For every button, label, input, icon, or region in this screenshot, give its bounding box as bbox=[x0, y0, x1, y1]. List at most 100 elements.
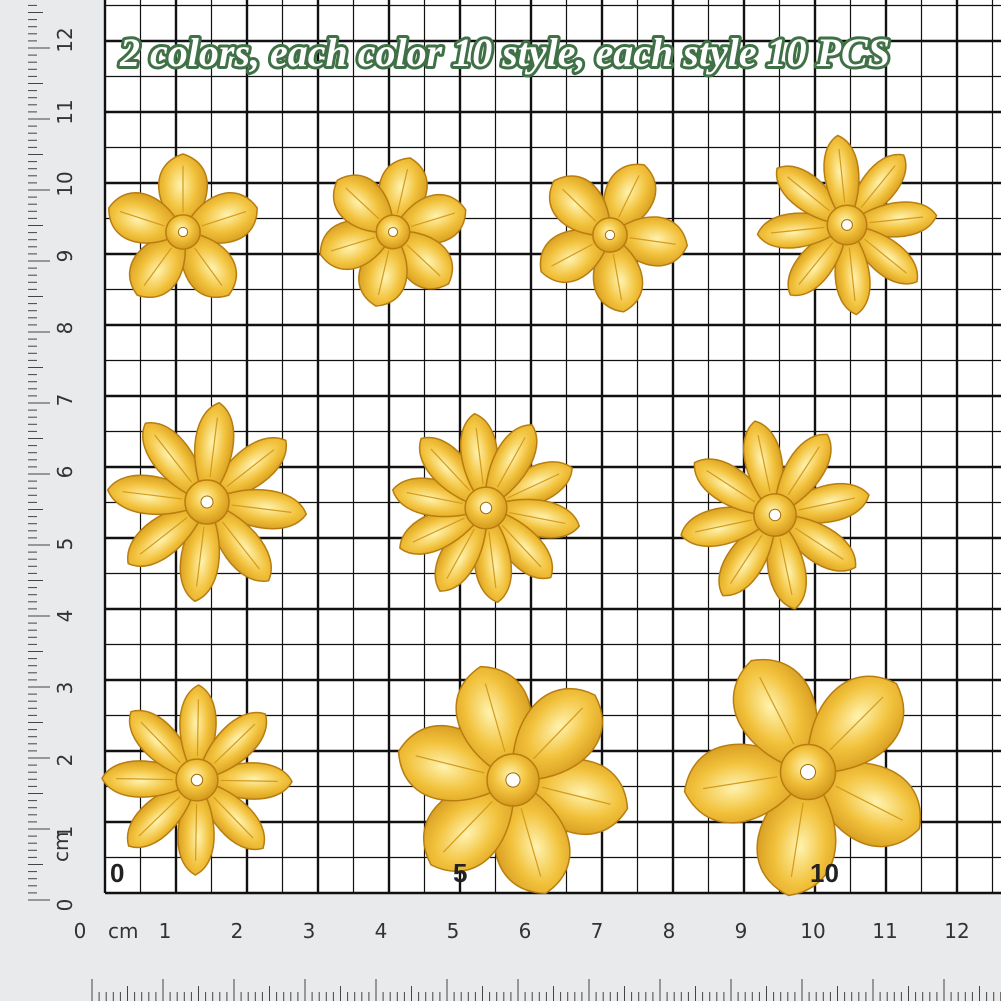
petal-vein bbox=[488, 531, 497, 589]
petal-vein bbox=[143, 247, 173, 286]
petal-vein bbox=[209, 417, 218, 478]
ruler-label: 6 bbox=[53, 466, 77, 479]
petal-vein bbox=[509, 511, 566, 524]
ruler-label: 0 bbox=[74, 919, 87, 943]
petal-vein bbox=[759, 677, 795, 745]
petal-vein bbox=[757, 435, 771, 492]
petal-vein bbox=[484, 683, 506, 752]
grid-label: 10 bbox=[810, 858, 839, 888]
ruler-label: 8 bbox=[53, 322, 77, 335]
ruler-label: 5 bbox=[53, 538, 77, 551]
petal-vein bbox=[860, 165, 896, 208]
petal-vein bbox=[612, 254, 623, 301]
flower-hole bbox=[200, 495, 214, 509]
petal bbox=[193, 401, 235, 504]
petal-vein bbox=[406, 244, 441, 277]
petal-vein bbox=[406, 492, 463, 505]
petal-vein bbox=[730, 534, 763, 584]
ruler-unit: cm bbox=[49, 832, 73, 862]
flower-hole bbox=[177, 226, 189, 238]
petal-vein bbox=[138, 796, 181, 837]
flower-hole bbox=[841, 219, 853, 231]
grid-label: 0 bbox=[110, 858, 124, 888]
petal-vein bbox=[213, 723, 256, 764]
petal-vein bbox=[231, 504, 292, 513]
ruler-ticks bbox=[28, 4, 1001, 1001]
flower bbox=[101, 684, 293, 876]
petal-vein bbox=[415, 755, 485, 774]
petal-vein bbox=[533, 707, 584, 760]
petal-vein bbox=[213, 796, 254, 839]
ruler-label: 9 bbox=[53, 250, 77, 263]
petal-vein bbox=[770, 226, 825, 234]
flower bbox=[319, 157, 467, 307]
petal-vein bbox=[838, 148, 846, 203]
ruler-label: 1 bbox=[53, 826, 77, 839]
petal-vein bbox=[541, 786, 611, 805]
flower bbox=[756, 134, 938, 316]
ruler-label: 3 bbox=[303, 919, 316, 943]
ruler-unit: cm bbox=[108, 919, 138, 943]
flower-hole bbox=[190, 773, 204, 787]
petal-vein bbox=[196, 699, 200, 757]
ruler-label: 8 bbox=[663, 919, 676, 943]
petal-vein bbox=[139, 516, 188, 555]
flowers bbox=[101, 134, 938, 897]
petal bbox=[108, 192, 184, 244]
petal-vein bbox=[848, 247, 856, 302]
petal-vein bbox=[790, 802, 804, 878]
petal-vein bbox=[695, 519, 752, 533]
ruler-label: 2 bbox=[53, 754, 77, 767]
flower bbox=[683, 658, 922, 897]
petal-vein bbox=[220, 779, 278, 783]
petal-vein bbox=[629, 237, 676, 245]
petal-vein bbox=[122, 491, 183, 500]
petal-vein bbox=[396, 168, 409, 214]
ruler-label: 0 bbox=[53, 899, 77, 912]
petal-vein bbox=[410, 212, 455, 228]
petal-vein bbox=[119, 210, 165, 227]
petal-vein bbox=[618, 175, 640, 218]
petal-vein bbox=[194, 803, 198, 861]
flower-hole bbox=[387, 226, 399, 238]
petal-vein bbox=[787, 446, 820, 496]
petal-vein bbox=[221, 521, 260, 570]
petal-vein bbox=[869, 216, 924, 224]
flower-hole bbox=[505, 772, 521, 788]
flower bbox=[680, 420, 870, 610]
flower-hole bbox=[800, 764, 816, 780]
petal-vein bbox=[331, 236, 376, 252]
petal-vein bbox=[140, 721, 181, 764]
petal-vein bbox=[835, 785, 903, 821]
petal-vein bbox=[520, 808, 542, 877]
petal-vein bbox=[794, 527, 844, 560]
flower bbox=[108, 153, 258, 298]
petal-vein bbox=[501, 524, 542, 568]
petal-vein bbox=[496, 437, 526, 488]
petal-vein bbox=[196, 526, 205, 587]
petal-vein bbox=[412, 517, 465, 543]
ruler-label: 7 bbox=[591, 919, 604, 943]
petal-vein bbox=[475, 427, 484, 485]
petal-vein bbox=[446, 528, 476, 579]
ruler-label: 4 bbox=[375, 919, 388, 943]
flower-hole bbox=[604, 229, 616, 241]
ruler-label: 5 bbox=[447, 919, 460, 943]
flower bbox=[539, 163, 689, 313]
petal bbox=[774, 433, 832, 517]
flower bbox=[391, 412, 581, 604]
grid-label: 5 bbox=[453, 858, 467, 888]
ruler-label: 2 bbox=[231, 919, 244, 943]
petal-vein bbox=[798, 242, 834, 285]
petal-vein bbox=[829, 696, 884, 751]
flower-hole bbox=[768, 508, 782, 522]
petal-vein bbox=[201, 210, 247, 227]
petal-vein bbox=[430, 448, 471, 492]
ruler-label: 11 bbox=[53, 99, 77, 124]
ruler-label: 6 bbox=[519, 919, 532, 943]
ruler-label: 4 bbox=[53, 610, 77, 623]
petal-vein bbox=[442, 800, 493, 853]
flower-hole bbox=[479, 501, 493, 515]
flower bbox=[397, 665, 629, 895]
